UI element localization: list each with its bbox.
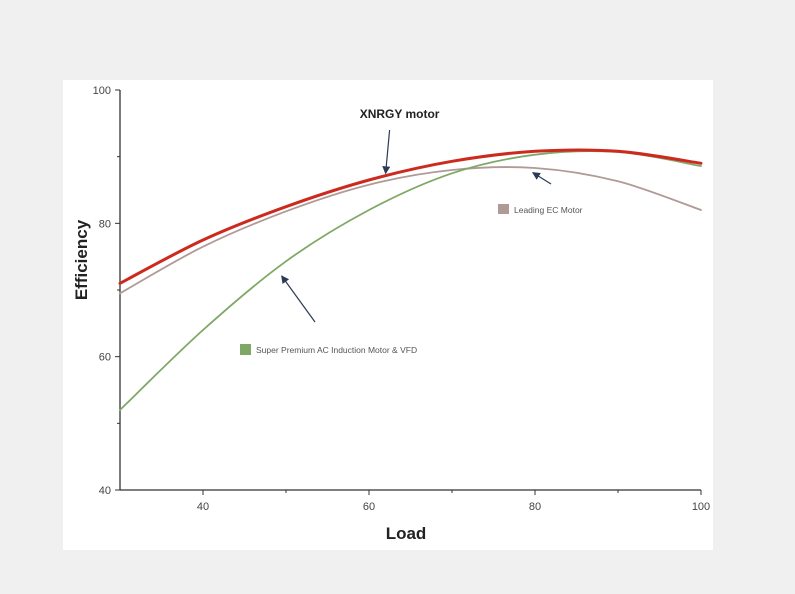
x-tick-label: 100 [692,501,710,513]
xnrgy-motor-annotation: XNRGY motor [360,107,440,121]
annotation-layer: XNRGY motor Leading EC Motor Super Premi… [240,107,583,355]
leading-ec-arrow [532,172,552,185]
y-tick-label: 60 [99,352,111,364]
leading-ec-legend-label: Leading EC Motor [514,205,583,215]
xnrgy-motor-line [118,148,703,285]
leading-ec-legend-swatch [498,204,509,214]
super-premium-ac-line [119,150,702,411]
super-premium-legend-label: Super Premium AC Induction Motor & VFD [256,345,417,355]
y-axis-title: Efficiency [72,219,91,300]
efficiency-load-chart: 40 60 80 100 40 60 80 100 XNRGY motor Leading E… [72,85,711,543]
y-tick-label: 100 [93,85,111,97]
super-premium-arrow [281,275,316,323]
series-layer [118,148,703,411]
xnrgy-arrow [382,129,391,175]
x-axis-title: Load [386,524,427,543]
super-premium-legend-swatch [240,344,251,355]
chart-axes: 40 60 80 100 40 60 80 100 [93,85,711,513]
x-tick-label: 40 [197,501,209,513]
super-premium-legend: Super Premium AC Induction Motor & VFD [240,344,417,355]
y-tick-label: 40 [99,485,111,497]
leading-ec-legend: Leading EC Motor [498,204,583,215]
chart-panel: 40 60 80 100 40 60 80 100 XNRGY motor Leading E… [63,80,713,550]
x-tick-label: 80 [529,501,541,513]
y-tick-label: 80 [99,218,111,230]
leading-ec-motor-line [119,166,702,295]
x-tick-label: 60 [363,501,375,513]
